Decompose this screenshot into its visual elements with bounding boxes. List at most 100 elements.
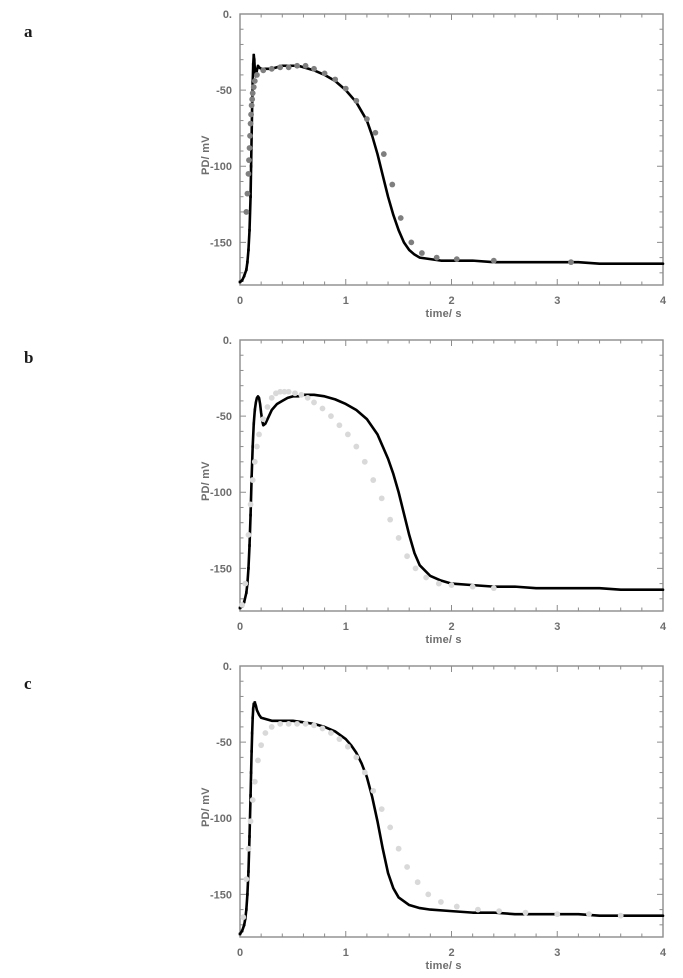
y-tick-label: -50: [216, 411, 232, 423]
rise-dot: [253, 67, 257, 71]
data-point: [243, 209, 250, 215]
panel-label-b: b: [24, 348, 34, 367]
rise-dot: [245, 908, 248, 911]
rise-dot: [249, 771, 253, 774]
rise-dot: [242, 923, 246, 927]
data-point: [568, 259, 574, 266]
y-tick-label: -50: [216, 737, 232, 749]
plot-a: 0 1 2 3 4 0. -50 -100 -150: [210, 9, 667, 307]
data-point: [255, 757, 261, 764]
rise-dot: [246, 260, 249, 264]
data-point: [361, 458, 368, 465]
rise-dot: [245, 268, 248, 272]
data-point: [260, 416, 267, 423]
data-point: [353, 443, 360, 450]
rise-dot: [248, 544, 251, 547]
data-point: [380, 151, 387, 157]
rise-dot: [252, 58, 256, 61]
data-point: [249, 477, 256, 483]
data-point: [268, 394, 275, 401]
plot-frame: [239, 13, 664, 286]
data-point: [247, 818, 254, 825]
data-point: [247, 120, 254, 127]
data-point: [285, 388, 292, 395]
data-point: [397, 215, 404, 221]
data-point: [250, 84, 257, 90]
data-point: [254, 72, 260, 78]
data-point: [239, 602, 246, 608]
plot-frame: [239, 665, 664, 938]
data-point: [389, 181, 396, 188]
plot-c: 0 1 2 3 4 0. -50 -100 -150: [210, 661, 667, 959]
panel-a: a 0 1 2 3 4 0. -50 -100 -150 time/ s PD/ mV: [0, 0, 683, 326]
rise-dot: [253, 701, 257, 704]
data-point: [496, 908, 502, 915]
y-axis-label-a: PD/ mV: [200, 135, 212, 175]
data-point: [378, 806, 385, 813]
y-axis-label-b: PD/ mV: [200, 461, 212, 501]
x-tick-label: 0: [237, 621, 243, 633]
data-point: [285, 64, 292, 71]
data-point: [404, 553, 410, 560]
rise-dot: [251, 62, 255, 66]
rise-dot: [247, 870, 250, 873]
data-point: [490, 585, 497, 592]
data-point: [370, 787, 377, 794]
data-point: [425, 891, 432, 898]
panel-label-a: a: [24, 22, 33, 41]
data-point: [277, 720, 284, 727]
data-point: [258, 742, 265, 749]
y-tick-label: 0.: [223, 661, 232, 673]
data-point: [256, 431, 262, 438]
data-point: [245, 531, 252, 538]
rise-dot: [238, 280, 242, 284]
data-point: [372, 129, 379, 136]
data-point: [251, 78, 258, 84]
x-tick-label: 1: [343, 295, 349, 307]
data-point: [586, 911, 592, 918]
data-point: [378, 495, 385, 502]
rise-dot: [245, 591, 248, 595]
rise-dot: [247, 248, 250, 252]
x-tick-label: 0: [237, 295, 243, 307]
data-point: [249, 96, 256, 103]
data-point: [254, 443, 260, 450]
x-tick-label: 3: [554, 621, 560, 633]
data-point: [453, 256, 460, 263]
data-point: [260, 67, 267, 74]
data-point: [246, 157, 252, 164]
data-point: [248, 111, 255, 118]
data-point: [414, 879, 421, 886]
y-tick-label: -50: [216, 85, 232, 97]
rise-dot: [252, 422, 256, 426]
data-point: [522, 909, 529, 916]
data-point: [404, 864, 410, 870]
data-point: [281, 388, 288, 395]
data-point: [332, 76, 339, 83]
y-tick-label: -150: [210, 237, 232, 249]
panel-label-c: c: [24, 674, 32, 693]
data-point: [412, 565, 419, 572]
data-point: [361, 769, 368, 776]
rise-dot: [249, 513, 252, 517]
data-point: [435, 580, 442, 587]
rise-dot: [240, 929, 244, 933]
data-point: [475, 906, 481, 913]
data-point: [302, 720, 309, 727]
data-point: [408, 239, 415, 246]
data-point: [242, 580, 249, 587]
data-point: [319, 725, 326, 732]
data-point: [353, 754, 360, 761]
rise-dot: [250, 475, 253, 479]
data-point: [246, 145, 253, 151]
x-axis-label-b: time/ s: [425, 634, 462, 646]
rise-dot: [248, 835, 251, 838]
data-point: [395, 535, 402, 541]
data-point: [311, 722, 317, 729]
data-point: [344, 743, 351, 750]
data-point: [268, 724, 275, 730]
rise-dot: [251, 445, 254, 448]
data-point: [247, 132, 253, 139]
data-point: [302, 62, 309, 69]
